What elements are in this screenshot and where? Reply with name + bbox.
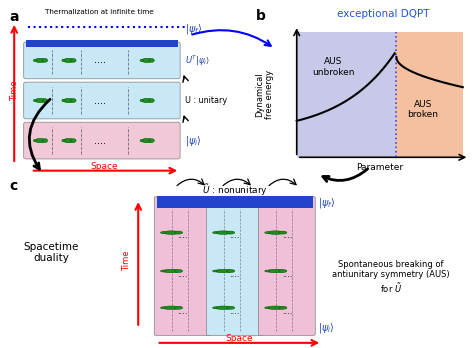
Text: ....: .... — [282, 231, 292, 240]
Ellipse shape — [35, 98, 46, 103]
Text: $|\psi_i\rangle$: $|\psi_i\rangle$ — [318, 321, 334, 335]
Text: ....: .... — [177, 307, 188, 316]
Circle shape — [140, 140, 143, 142]
Circle shape — [265, 307, 270, 309]
Text: AUS
unbroken: AUS unbroken — [312, 57, 355, 77]
Circle shape — [174, 231, 182, 234]
Ellipse shape — [64, 58, 74, 63]
Ellipse shape — [215, 231, 231, 234]
Circle shape — [71, 139, 76, 142]
Text: Space: Space — [226, 334, 253, 343]
Circle shape — [213, 307, 218, 309]
Circle shape — [149, 139, 155, 142]
Ellipse shape — [142, 98, 152, 103]
Text: a: a — [9, 10, 19, 24]
Ellipse shape — [215, 269, 231, 273]
Text: ....: .... — [229, 231, 240, 240]
Circle shape — [149, 99, 155, 102]
Ellipse shape — [35, 58, 46, 63]
Bar — [156, 196, 313, 207]
Text: Time: Time — [122, 251, 131, 271]
Text: $|\psi_f\rangle$: $|\psi_f\rangle$ — [185, 22, 202, 36]
Circle shape — [161, 270, 166, 272]
FancyBboxPatch shape — [24, 42, 180, 79]
FancyBboxPatch shape — [24, 82, 180, 119]
Text: exceptional DQPT: exceptional DQPT — [337, 9, 429, 19]
Circle shape — [174, 306, 182, 309]
Circle shape — [140, 99, 143, 102]
Ellipse shape — [142, 139, 152, 143]
Circle shape — [174, 270, 182, 272]
Circle shape — [43, 139, 47, 142]
Text: $|\psi_f\rangle$: $|\psi_f\rangle$ — [318, 196, 335, 209]
Circle shape — [62, 99, 65, 102]
Text: $U^T|\psi_i\rangle$: $U^T|\psi_i\rangle$ — [185, 53, 210, 68]
Text: ....: .... — [282, 270, 292, 279]
Text: ....: .... — [93, 95, 106, 105]
Ellipse shape — [64, 98, 74, 103]
Text: ....: .... — [282, 307, 292, 316]
Ellipse shape — [163, 306, 179, 309]
Circle shape — [227, 306, 235, 309]
Circle shape — [161, 307, 166, 309]
Text: b: b — [256, 9, 265, 23]
Ellipse shape — [267, 231, 283, 234]
Ellipse shape — [163, 269, 179, 273]
Bar — [26, 40, 178, 47]
Circle shape — [279, 231, 287, 234]
Ellipse shape — [163, 231, 179, 234]
Bar — [297, 32, 396, 157]
Text: ....: .... — [229, 307, 240, 316]
Circle shape — [161, 232, 166, 234]
Circle shape — [213, 232, 218, 234]
Text: U : unitary: U : unitary — [185, 96, 227, 105]
Text: Space: Space — [91, 162, 118, 171]
Text: $|\psi_i\rangle$: $|\psi_i\rangle$ — [185, 134, 202, 148]
Text: Spontaneous breaking of
antiunitary symmetry (AUS)
for $\tilde{U}$: Spontaneous breaking of antiunitary symm… — [332, 260, 450, 295]
Circle shape — [279, 306, 287, 309]
Circle shape — [279, 270, 287, 272]
Circle shape — [227, 231, 235, 234]
Circle shape — [43, 58, 47, 62]
Circle shape — [62, 140, 65, 142]
FancyBboxPatch shape — [206, 197, 263, 335]
Text: Parameter: Parameter — [356, 163, 403, 172]
Ellipse shape — [215, 306, 231, 309]
Text: c: c — [9, 179, 18, 193]
Circle shape — [265, 232, 270, 234]
Text: ....: .... — [177, 270, 188, 279]
Ellipse shape — [64, 139, 74, 143]
Circle shape — [140, 59, 143, 62]
Bar — [396, 32, 463, 157]
Ellipse shape — [142, 58, 152, 63]
Ellipse shape — [35, 139, 46, 143]
Text: AUS
broken: AUS broken — [408, 100, 438, 119]
Circle shape — [149, 58, 155, 62]
FancyBboxPatch shape — [258, 197, 315, 335]
Circle shape — [33, 99, 37, 102]
Circle shape — [213, 270, 218, 272]
FancyBboxPatch shape — [155, 197, 211, 335]
Text: Dynamical
free energy: Dynamical free energy — [255, 70, 274, 119]
Circle shape — [62, 59, 65, 62]
Text: Spacetime
duality: Spacetime duality — [23, 242, 79, 263]
Text: Thermalization at infinite time: Thermalization at infinite time — [45, 9, 154, 15]
Text: ....: .... — [177, 231, 188, 240]
Text: ....: .... — [93, 136, 106, 145]
Circle shape — [71, 99, 76, 102]
Text: Time: Time — [10, 80, 18, 101]
Circle shape — [71, 58, 76, 62]
Text: ....: .... — [229, 270, 240, 279]
Circle shape — [33, 59, 37, 62]
Circle shape — [33, 140, 37, 142]
FancyBboxPatch shape — [24, 122, 180, 159]
Ellipse shape — [267, 306, 283, 309]
Circle shape — [43, 99, 47, 102]
Ellipse shape — [267, 269, 283, 273]
Text: ....: .... — [93, 55, 106, 65]
Text: $\tilde{U}$ : nonunitary: $\tilde{U}$ : nonunitary — [202, 182, 268, 198]
Circle shape — [265, 270, 270, 272]
Circle shape — [227, 270, 235, 272]
